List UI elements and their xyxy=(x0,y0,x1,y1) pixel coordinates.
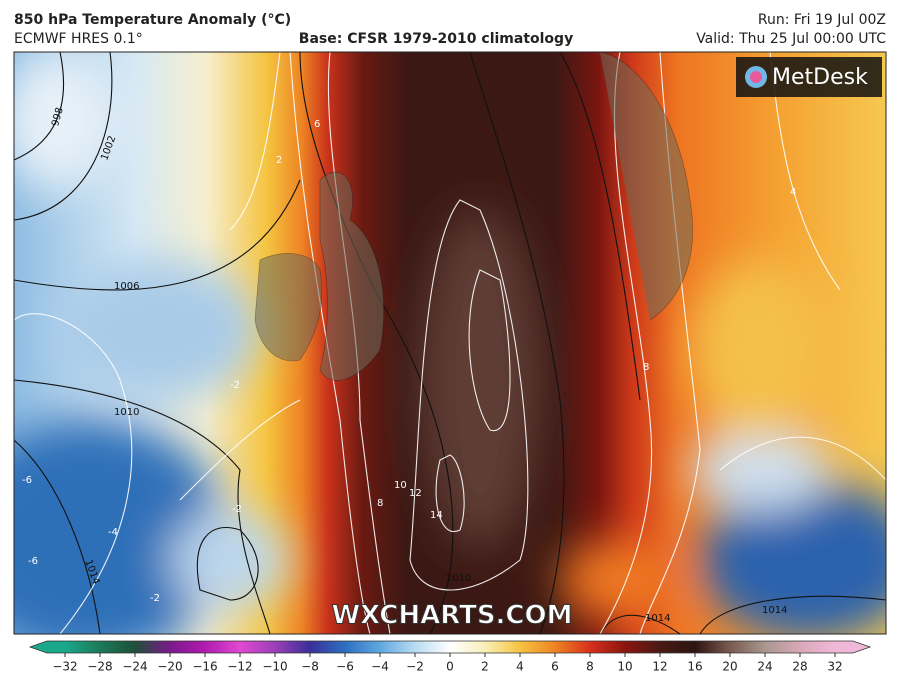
colorbar-tick-label: 4 xyxy=(516,660,524,674)
title: 850 hPa Temperature Anomaly (°C) xyxy=(14,12,291,28)
map-frame xyxy=(13,51,887,635)
isobar-label: 998 xyxy=(50,106,66,127)
colorbar-tick-label: −4 xyxy=(371,660,389,674)
valid: Valid: Thu 25 Jul 00:00 UTC xyxy=(696,31,886,47)
colorbar-tick-label: 10 xyxy=(617,660,632,674)
colorbar-tick-label: −12 xyxy=(227,660,252,674)
base: Base: CFSR 1979-2010 climatology xyxy=(299,31,573,47)
anomaly-label: -2 xyxy=(230,380,240,391)
colorbar-tick-label: −6 xyxy=(336,660,354,674)
colorbar-tick-label: −16 xyxy=(192,660,217,674)
colorbar-tick-label: 12 xyxy=(652,660,667,674)
anomaly-contours xyxy=(14,52,886,634)
colorbar-tick-label: 32 xyxy=(827,660,842,674)
anomaly-label: -2 xyxy=(150,593,160,604)
colorbar-tick-label: −24 xyxy=(122,660,147,674)
colorbar-tick-label: −32 xyxy=(52,660,77,674)
colorbar-bar xyxy=(28,640,872,654)
colorbar-tick-label: −8 xyxy=(301,660,319,674)
anomaly-label: 4 xyxy=(790,187,796,198)
colorbar-tick-label: 24 xyxy=(757,660,772,674)
anomaly-label: 8 xyxy=(377,498,383,509)
isobar-label: 1010 xyxy=(446,573,471,584)
anomaly-label: 8 xyxy=(643,362,649,373)
colorbar-tick-label: −20 xyxy=(157,660,182,674)
colorbar-tick-label: 8 xyxy=(586,660,594,674)
logo-text: MetDesk xyxy=(772,65,868,90)
isobars xyxy=(14,52,886,634)
watermark: WXCHARTS.COM xyxy=(331,601,572,631)
colorbar-tick-label: 20 xyxy=(722,660,737,674)
isobar-label: 1014 xyxy=(645,613,670,624)
colorbar-tick-label: 6 xyxy=(551,660,559,674)
anomaly-label: -2 xyxy=(232,504,242,515)
anomaly-label: -6 xyxy=(28,556,38,567)
anomaly-label: 14 xyxy=(430,510,443,521)
anomaly-label: 12 xyxy=(409,488,422,499)
isobar-label: 1014 xyxy=(762,605,787,616)
colorbar-tick-label: 28 xyxy=(792,660,807,674)
anomaly-label: 6 xyxy=(314,119,320,130)
anomaly-label: 2 xyxy=(276,155,282,166)
colorbar-tick-label: −2 xyxy=(406,660,424,674)
colorbar-tick-label: 0 xyxy=(446,660,454,674)
isobar-label: 1010 xyxy=(114,407,139,418)
colorbar-tick-label: −10 xyxy=(262,660,287,674)
colorbar: −32 −28 −24 −20 −16 −12 −10 −8 −6 −4 −2 0 2 4 6 8 10 12 16… xyxy=(28,640,872,674)
coastlines xyxy=(254,52,693,381)
anomaly-blobs xyxy=(14,52,886,634)
anomaly-label: 10 xyxy=(394,480,407,491)
colorbar-tick-label: 2 xyxy=(481,660,489,674)
anomaly-label: -6 xyxy=(22,475,32,486)
map: 998 1002 1006 1010 1014 1010 1014 1014 6… xyxy=(14,52,886,634)
colorbar-tick-label: −28 xyxy=(87,660,112,674)
anomaly-label: -4 xyxy=(108,527,118,538)
model: ECMWF HRES 0.1° xyxy=(14,31,143,47)
isobar-label: 1006 xyxy=(114,281,139,292)
logo: MetDesk xyxy=(736,57,882,97)
colorbar-tick-label: 16 xyxy=(687,660,702,674)
run: Run: Fri 19 Jul 00Z xyxy=(758,12,886,28)
